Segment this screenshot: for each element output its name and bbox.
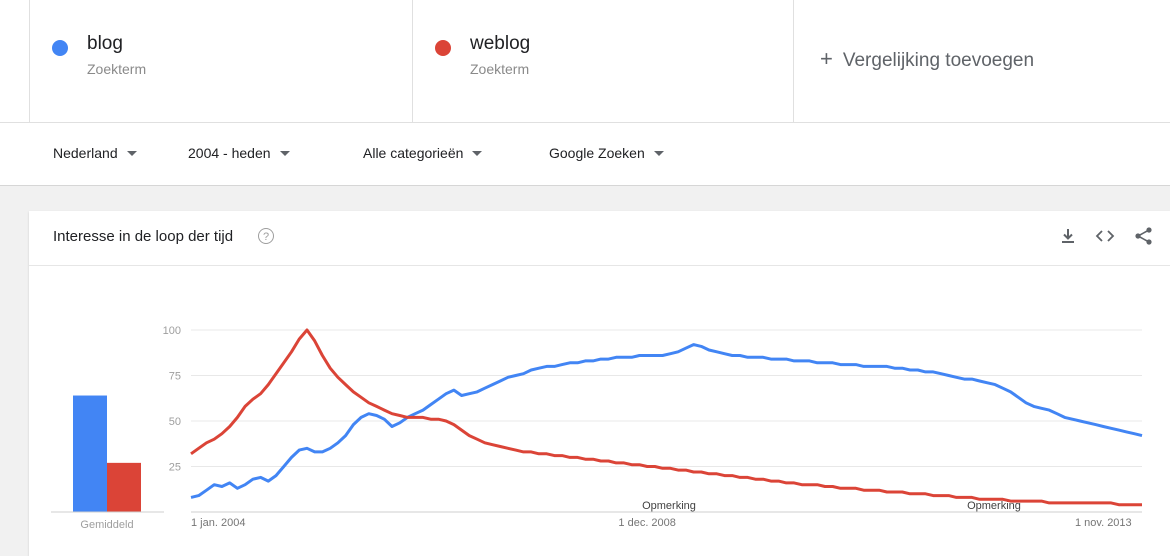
series-line-weblog [190,328,1142,507]
blog-color-dot [52,40,68,56]
term-type: Zoekterm [87,61,147,77]
search-terms-bar: blog Zoekterm weblog Zoekterm + Vergelijk… [0,0,1170,123]
card-title: Interesse in de loop der tijd [53,228,234,245]
caret-down-icon [472,150,483,156]
average-bar-blog [73,395,107,512]
caret-down-icon [653,150,664,156]
embed-icon[interactable] [1094,225,1116,247]
weblog-color-dot [435,40,451,56]
add-comparison-label: Vergelijking toevoegen [842,50,1035,71]
filter-bar: Nederland 2004 - heden Alle categorieën … [0,123,1170,186]
filter-category[interactable]: Alle categorieën [363,145,483,161]
filter-label: 2004 - heden [188,145,271,161]
card-header: Interesse in de loop der tijd ? [29,211,1170,266]
filter-label: Nederland [53,145,118,161]
filter-search-type[interactable]: Google Zoeken [549,145,664,161]
average-label: Gemiddeld [80,519,133,531]
interest-over-time-card: Interesse in de loop der tijd ? 25 50 75 10… [29,211,1170,556]
caret-down-icon [126,150,137,156]
y-tick-label: 100 [163,325,181,337]
annotation-label: Opmerking [967,500,1021,512]
y-tick-label: 50 [169,416,181,428]
add-comparison-cell [793,0,1170,122]
caret-down-icon [279,150,290,156]
share-icon[interactable] [1133,225,1155,247]
filter-period[interactable]: 2004 - heden [188,145,290,161]
term-name: weblog [470,33,531,54]
term-weblog[interactable]: weblog Zoekterm [412,0,793,122]
plus-icon: + [820,46,833,71]
annotation-label: Opmerking [642,500,696,512]
x-tick-label: 1 nov. 2013 [1075,517,1132,529]
x-tick-label: 1 dec. 2008 [618,517,676,529]
term-type: Zoekterm [470,61,530,77]
average-bar-weblog [107,462,141,512]
add-comparison-button[interactable]: + Vergelijking toevoegen [820,46,1034,72]
interest-chart: 25 50 75 100 1 jan. 2004 1 dec. 2008 1 nov. 20… [51,325,1143,531]
filter-region[interactable]: Nederland [53,145,137,161]
help-icon[interactable]: ? [258,228,274,244]
term-name: blog [87,33,123,54]
download-icon[interactable] [1057,225,1079,247]
filter-label: Alle categorieën [363,145,464,161]
x-tick-label: 1 jan. 2004 [191,517,245,529]
y-tick-label: 75 [169,371,181,383]
series-line-blog [190,343,1143,499]
term-blog[interactable]: blog Zoekterm [29,0,412,122]
y-tick-label: 25 [169,462,181,474]
filter-label: Google Zoeken [549,145,645,161]
